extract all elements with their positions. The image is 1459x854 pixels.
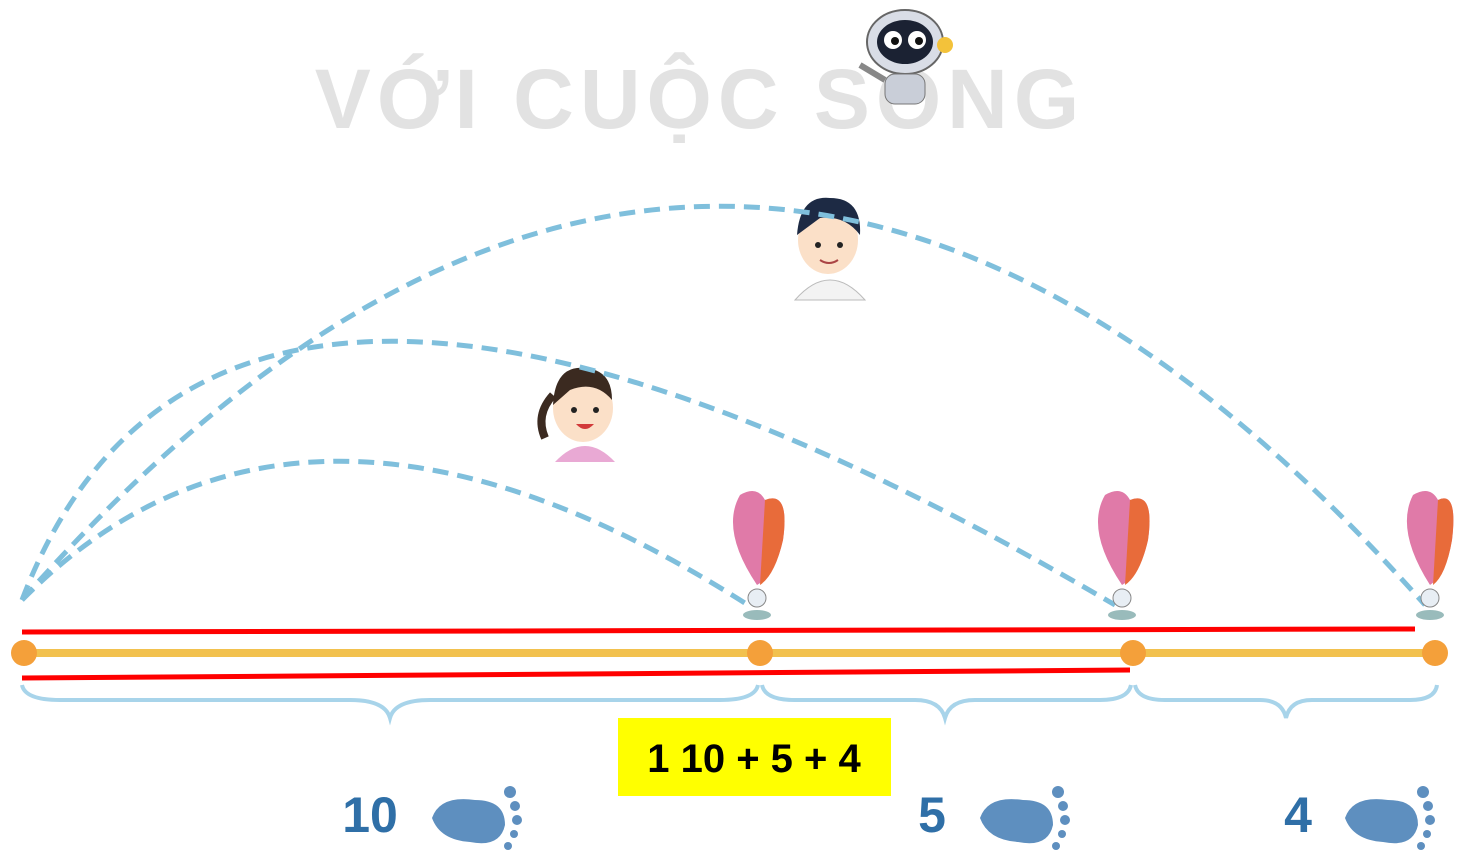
point [11, 640, 37, 666]
brace [1133, 684, 1439, 719]
red-line [21, 626, 1416, 635]
segment-label: 10 [342, 787, 398, 843]
point [747, 640, 773, 666]
robot [858, 9, 953, 105]
brace [20, 684, 760, 726]
point [1120, 640, 1146, 666]
point [1422, 640, 1448, 666]
brace [760, 684, 1133, 726]
foot [1345, 786, 1435, 850]
watermark: VỚI CUỘC SỐNG [315, 52, 1085, 146]
shuttlecock [1097, 491, 1150, 620]
jump-arc [20, 203, 1427, 607]
jump-arc [20, 458, 750, 608]
red-line [21, 667, 1131, 681]
highlight-text: 1 10 + 5 + 4 [647, 737, 861, 781]
segment-label: 5 [918, 787, 946, 843]
jump-arc [19, 338, 1117, 608]
highlight-box [618, 718, 891, 796]
shuttlecock [1406, 491, 1454, 620]
girl [537, 367, 615, 462]
foot [432, 786, 522, 850]
shuttlecock [732, 491, 785, 620]
foot [980, 786, 1070, 850]
segment-label: 4 [1284, 787, 1312, 843]
